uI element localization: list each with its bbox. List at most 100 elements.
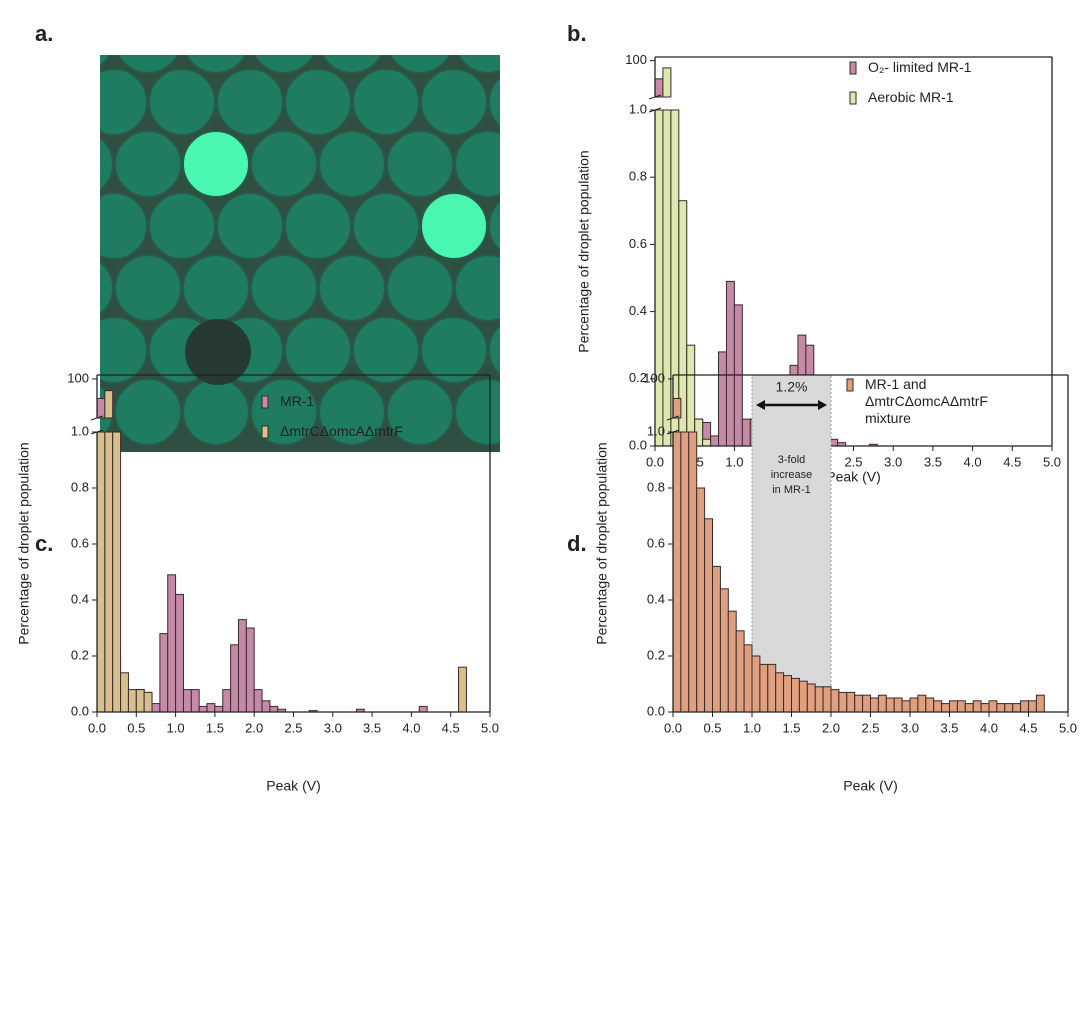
bar — [121, 673, 129, 712]
bright-droplet — [183, 131, 249, 197]
y-tick-label: 0.2 — [71, 647, 89, 662]
bar — [950, 701, 958, 712]
droplet — [319, 255, 385, 321]
y-tick-label: 100 — [643, 370, 665, 385]
bar — [262, 701, 270, 712]
droplet — [523, 379, 589, 445]
bar — [807, 684, 815, 712]
droplet — [285, 69, 351, 135]
y-tick-label: 0.0 — [71, 703, 89, 718]
droplet — [353, 317, 419, 383]
x-tick-label: 3.5 — [924, 454, 942, 469]
bar — [689, 432, 697, 712]
x-tick-label: 1.0 — [743, 720, 761, 735]
droplet — [81, 69, 147, 135]
droplet — [319, 7, 385, 73]
x-axis-label: Peak (V) — [266, 778, 320, 794]
x-tick-label: 2.5 — [844, 454, 862, 469]
y-tick-label: 0.8 — [647, 479, 665, 494]
bar — [894, 698, 902, 712]
bar-upper — [673, 398, 681, 418]
bar — [926, 698, 934, 712]
bar — [1005, 704, 1013, 712]
bar — [744, 645, 752, 712]
droplet — [115, 379, 181, 445]
bar — [191, 690, 199, 712]
bar — [918, 695, 926, 712]
bar — [231, 645, 239, 712]
bar — [168, 575, 176, 712]
droplet — [353, 193, 419, 259]
y-tick-label: 0.6 — [71, 535, 89, 550]
bar — [815, 687, 823, 712]
panel-label: b. — [567, 21, 587, 46]
y-tick-label: 0.0 — [629, 437, 647, 452]
bright-droplet — [421, 193, 487, 259]
bar — [1013, 704, 1021, 712]
x-tick-label: 5.0 — [1059, 720, 1077, 735]
y-tick-label: 0.8 — [629, 169, 647, 184]
span-note: 3-fold — [778, 454, 806, 466]
x-tick-label: 4.5 — [1019, 720, 1037, 735]
bar — [720, 589, 728, 712]
droplet — [489, 69, 555, 135]
droplet — [115, 255, 181, 321]
y-tick-label: 1.0 — [629, 101, 647, 116]
bar — [989, 701, 997, 712]
bar — [799, 681, 807, 712]
x-tick-label: 1.0 — [167, 720, 185, 735]
bar-upper — [655, 79, 663, 97]
x-tick-label: 4.0 — [980, 720, 998, 735]
droplet — [47, 7, 113, 73]
droplet — [251, 131, 317, 197]
droplet — [149, 193, 215, 259]
bar — [713, 566, 721, 712]
bar — [823, 687, 831, 712]
bar — [768, 664, 776, 712]
bar — [238, 620, 246, 712]
panel-label: a. — [35, 21, 53, 46]
bar — [742, 419, 750, 446]
legend-swatch — [847, 379, 853, 391]
droplet — [81, 317, 147, 383]
droplet — [455, 131, 521, 197]
y-tick-label: 0.4 — [71, 591, 89, 606]
y-tick-label: 100 — [67, 370, 89, 385]
bar — [760, 664, 768, 712]
x-tick-label: 4.5 — [442, 720, 460, 735]
droplet — [285, 317, 351, 383]
bar — [910, 698, 918, 712]
droplet — [455, 255, 521, 321]
droplet — [353, 69, 419, 135]
bar-upper — [97, 398, 105, 418]
y-tick-label: 0.6 — [629, 236, 647, 251]
droplet — [421, 317, 487, 383]
bar-upper — [105, 391, 113, 418]
y-tick-label: 0.6 — [647, 535, 665, 550]
y-axis-label: Percentage of droplet population — [594, 442, 610, 644]
bar — [981, 704, 989, 712]
bar — [776, 673, 784, 712]
x-tick-label: 2.5 — [861, 720, 879, 735]
droplet — [115, 131, 181, 197]
droplet — [489, 193, 555, 259]
x-tick-label: 1.5 — [206, 720, 224, 735]
droplet — [251, 255, 317, 321]
bar — [183, 690, 191, 712]
y-tick-label: 1.0 — [71, 423, 89, 438]
bar — [1029, 701, 1037, 712]
bar — [871, 698, 879, 712]
bar — [136, 690, 144, 712]
legend-swatch — [850, 92, 856, 104]
bar — [1021, 701, 1029, 712]
x-tick-label: 0.5 — [703, 720, 721, 735]
legend-swatch — [850, 62, 856, 74]
bar — [855, 695, 863, 712]
bar — [207, 704, 215, 712]
droplet — [183, 379, 249, 445]
panel-label: d. — [567, 531, 587, 556]
bar — [697, 488, 705, 712]
droplet — [183, 7, 249, 73]
legend-label: Aerobic MR-1 — [868, 89, 1018, 106]
x-tick-label: 0.0 — [646, 454, 664, 469]
